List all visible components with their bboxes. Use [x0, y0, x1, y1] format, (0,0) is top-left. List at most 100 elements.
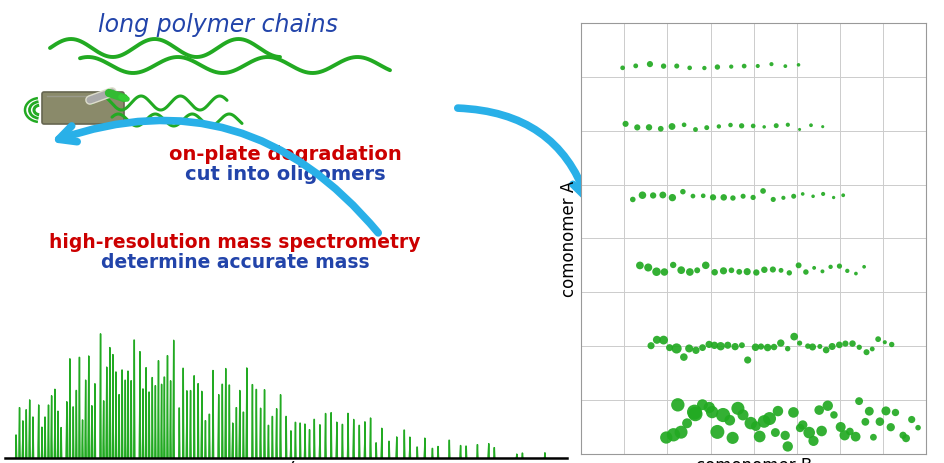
Point: [806, 264, 821, 272]
Point: [676, 121, 691, 129]
Point: [791, 126, 806, 133]
Point: [794, 190, 809, 198]
Point: [802, 121, 818, 129]
Point: [895, 432, 910, 439]
Point: [665, 261, 680, 269]
Point: [645, 192, 660, 199]
Point: [658, 434, 673, 441]
Text: on-plate degradation: on-plate degradation: [168, 145, 401, 164]
Y-axis label: comonomer A: comonomer A: [560, 180, 578, 297]
Point: [756, 418, 771, 425]
Text: long polymer chains: long polymer chains: [98, 13, 338, 37]
Point: [719, 342, 734, 349]
Point: [777, 63, 792, 70]
Point: [668, 345, 683, 352]
Point: [837, 340, 852, 347]
Point: [819, 402, 834, 409]
Point: [754, 187, 769, 194]
Point: [767, 429, 783, 436]
Point: [798, 269, 813, 276]
Point: [869, 336, 885, 343]
Point: [780, 345, 795, 352]
Text: mass defect analysis: mass defect analysis: [665, 256, 894, 275]
Point: [706, 269, 721, 276]
Point: [804, 343, 819, 350]
Point: [831, 341, 846, 349]
Point: [711, 123, 726, 130]
Point: [681, 345, 696, 352]
Point: [725, 194, 740, 202]
Point: [836, 432, 851, 439]
Point: [649, 336, 664, 344]
Point: [822, 263, 837, 270]
Point: [668, 63, 683, 70]
Point: [655, 63, 670, 70]
Point: [655, 337, 670, 344]
Text: distribution: distribution: [715, 295, 844, 314]
Point: [815, 123, 830, 131]
Point: [805, 437, 820, 444]
Point: [733, 342, 749, 349]
Point: [811, 407, 826, 414]
Point: [844, 340, 859, 347]
Point: [695, 192, 710, 200]
Point: [858, 349, 873, 356]
Point: [884, 341, 899, 348]
Point: [686, 408, 701, 416]
Point: [777, 432, 792, 439]
Point: [847, 433, 862, 440]
Point: [654, 191, 669, 199]
Point: [682, 268, 697, 275]
Point: [812, 343, 827, 350]
Point: [752, 343, 767, 350]
Point: [780, 443, 795, 450]
Point: [813, 427, 828, 435]
Point: [733, 122, 749, 130]
Point: [748, 269, 763, 276]
Point: [727, 343, 742, 350]
Point: [785, 193, 801, 200]
Point: [839, 267, 854, 275]
Point: [742, 419, 757, 427]
Point: [877, 407, 892, 415]
Point: [716, 194, 731, 201]
Point: [739, 357, 754, 364]
Point: [642, 60, 657, 68]
Point: [699, 124, 714, 131]
Point: [694, 401, 709, 408]
Point: [739, 268, 754, 275]
Point: [861, 407, 876, 415]
Point: [865, 433, 880, 441]
Point: [772, 267, 787, 274]
Point: [713, 343, 728, 350]
Point: [643, 342, 658, 350]
X-axis label: comonomer B: comonomer B: [695, 457, 811, 463]
Point: [824, 343, 839, 350]
Point: [767, 122, 783, 129]
Point: [887, 409, 902, 416]
Point: [705, 194, 720, 201]
Point: [747, 344, 762, 351]
Point: [628, 62, 643, 69]
Point: [792, 424, 807, 432]
Point: [834, 192, 850, 199]
Point: [701, 404, 716, 411]
Point: [759, 344, 774, 351]
Point: [722, 121, 737, 129]
Point: [785, 333, 801, 340]
Point: [694, 344, 709, 351]
Point: [857, 418, 872, 425]
Point: [730, 405, 745, 412]
Point: [721, 417, 736, 424]
Point: [825, 194, 840, 201]
Point: [851, 344, 866, 351]
Point: [848, 270, 863, 277]
Point: [687, 410, 702, 418]
Point: [665, 194, 680, 201]
Point: [682, 64, 697, 72]
Point: [775, 194, 790, 201]
Point: [841, 428, 856, 435]
Point: [790, 262, 805, 269]
Point: [673, 428, 688, 436]
Point: [825, 411, 840, 419]
